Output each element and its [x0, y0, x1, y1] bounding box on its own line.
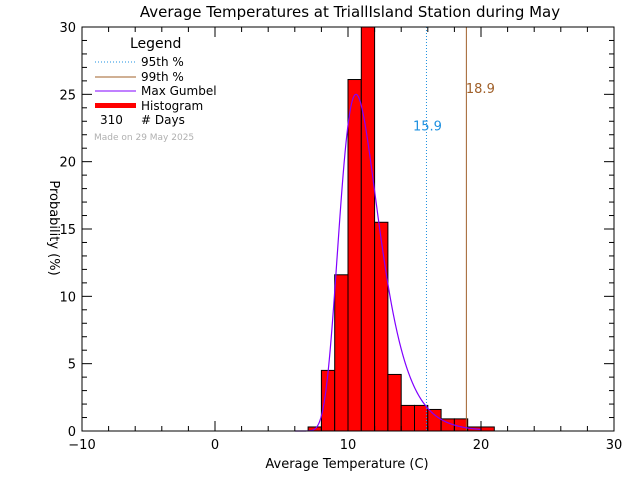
- legend-label-95th: 95th %: [141, 55, 184, 69]
- histogram-bar-9: [427, 408, 442, 432]
- histogram-bar-13: [480, 426, 495, 432]
- gumbel-curve-group: [294, 93, 482, 432]
- legend-days-count: 310: [100, 113, 123, 127]
- histogram-bar-7: [400, 404, 416, 432]
- histogram-bar-8: [414, 404, 429, 432]
- histogram-bar-5: [374, 221, 389, 432]
- p95-label: 15.9: [413, 120, 442, 135]
- histogram-bar-1: [320, 369, 336, 432]
- y-tick-label-3: 15: [59, 223, 76, 238]
- histogram-bar-6: [387, 373, 402, 432]
- legend-label-99th: 99th %: [141, 70, 184, 84]
- made-on-note: Made on 29 May 2025: [94, 133, 194, 143]
- y-axis-title: Probability (%): [46, 180, 61, 275]
- x-axis-title: Average Temperature (C): [265, 457, 428, 472]
- y-tick-label-4: 20: [59, 156, 76, 171]
- legend-label-histogram: Histogram: [141, 99, 203, 113]
- y-tick-label-0: 0: [68, 425, 76, 440]
- legend-swatch-histogram: [95, 103, 136, 108]
- y-tick-label-6: 30: [59, 21, 76, 36]
- legend: Legend 95th % 99th % Max Gumbel Histogra…: [94, 36, 217, 143]
- chart-title: Average Temperatures at TriallIsland Sta…: [140, 3, 560, 21]
- histogram-bar-2: [334, 274, 349, 432]
- x-tick-label-2: 10: [340, 438, 357, 453]
- legend-title: Legend: [130, 36, 181, 52]
- legend-label-gumbel: Max Gumbel: [141, 84, 217, 98]
- y-tick-label-5: 25: [59, 88, 76, 103]
- y-tick-label-2: 10: [59, 290, 76, 305]
- histogram-bar-4: [360, 26, 376, 432]
- legend-days-label: # Days: [141, 113, 185, 127]
- x-tick-label-0: −10: [68, 438, 95, 453]
- x-tick-label-3: 20: [473, 438, 490, 453]
- gumbel-curve: [294, 93, 482, 432]
- percentile-lines: 15.9 18.9: [413, 27, 495, 431]
- histogram-bar-3: [347, 79, 362, 432]
- x-tick-label-1: 0: [211, 438, 219, 453]
- histogram-bar-11: [453, 418, 469, 432]
- x-tick-label-4: 30: [606, 438, 623, 453]
- y-tick-label-1: 5: [68, 358, 76, 373]
- p99-label: 18.9: [466, 82, 495, 97]
